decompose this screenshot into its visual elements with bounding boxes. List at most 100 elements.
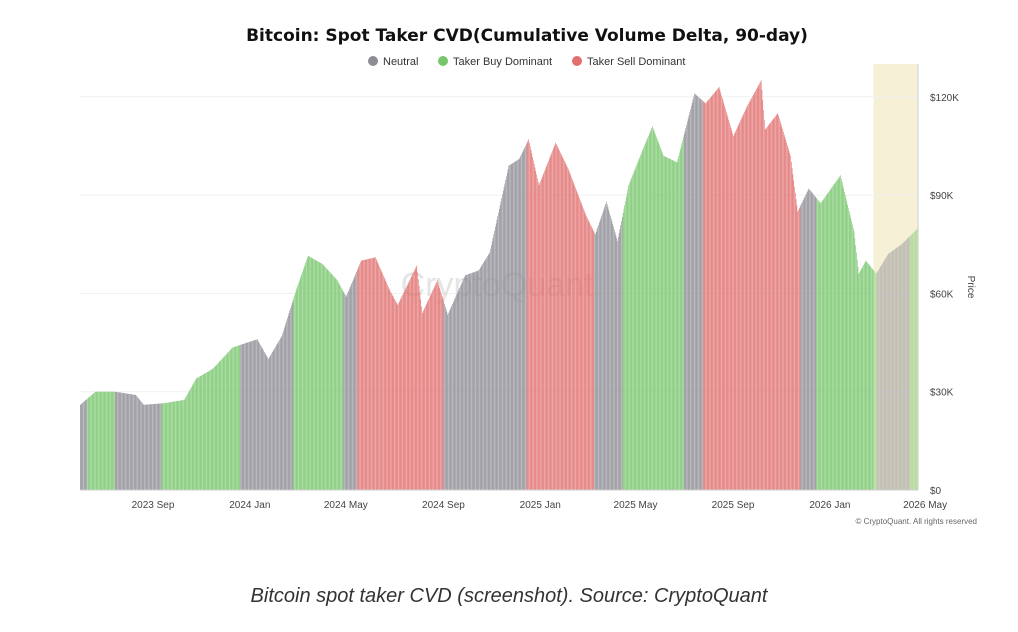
price-bar xyxy=(681,143,683,491)
price-bar xyxy=(768,125,769,490)
price-bar xyxy=(533,160,534,491)
price-bar xyxy=(741,117,743,490)
price-bar xyxy=(475,271,477,490)
price-bar xyxy=(450,307,452,490)
price-bar xyxy=(594,232,595,490)
price-bar xyxy=(740,120,741,490)
price-bar xyxy=(887,254,889,490)
price-bar xyxy=(491,245,492,490)
price-bar xyxy=(314,259,316,490)
price-bar xyxy=(814,196,816,490)
price-bar xyxy=(839,176,841,490)
price-bar xyxy=(259,343,260,490)
price-bar xyxy=(564,160,565,491)
price-bar xyxy=(883,261,884,490)
price-bar xyxy=(692,99,694,490)
price-bar xyxy=(757,86,759,491)
price-bar xyxy=(188,391,190,490)
legend-item-label: Neutral xyxy=(383,56,418,68)
price-bar xyxy=(221,359,222,490)
price-bar xyxy=(828,192,829,490)
price-bar xyxy=(850,218,852,490)
price-bar xyxy=(176,401,178,490)
price-bar xyxy=(105,391,106,490)
price-bar xyxy=(711,95,713,491)
price-bar xyxy=(222,358,223,490)
price-bar xyxy=(459,287,460,490)
price-bar xyxy=(837,178,839,490)
figure-caption: Bitcoin spot taker CVD (screenshot). Sou… xyxy=(250,585,768,607)
price-bar xyxy=(442,298,444,490)
price-bar xyxy=(166,402,168,490)
price-bar xyxy=(583,210,585,490)
price-bar xyxy=(856,252,857,490)
price-bar xyxy=(172,401,174,490)
price-bar xyxy=(637,161,639,490)
price-bar xyxy=(541,177,543,490)
price-bar xyxy=(125,393,126,490)
price-bar xyxy=(356,272,357,490)
price-bar xyxy=(85,399,87,490)
price-bar xyxy=(460,284,462,490)
price-bar xyxy=(393,297,395,490)
price-bar xyxy=(786,142,787,490)
price-bar xyxy=(737,125,739,491)
x-tick-label: 2024 Jan xyxy=(229,500,270,511)
price-bar xyxy=(364,259,365,490)
price-bar xyxy=(376,260,378,490)
price-bar xyxy=(822,199,824,490)
price-bar xyxy=(648,135,649,490)
price-bar xyxy=(343,292,345,490)
price-bar xyxy=(645,141,647,491)
price-bar xyxy=(725,108,726,490)
price-bar xyxy=(156,403,157,490)
price-bar xyxy=(272,350,274,490)
price-bar xyxy=(851,221,852,491)
price-bar xyxy=(204,373,206,490)
price-bar xyxy=(374,257,376,490)
price-bar xyxy=(748,103,749,490)
price-bar xyxy=(669,158,671,490)
price-bar xyxy=(587,219,589,490)
price-bar xyxy=(767,126,768,490)
price-bar xyxy=(202,374,203,490)
price-bar xyxy=(161,403,163,490)
price-bar xyxy=(135,394,137,490)
price-bar xyxy=(268,358,269,490)
price-bar xyxy=(774,117,775,490)
price-bar xyxy=(457,291,459,490)
price-bar xyxy=(772,119,774,491)
price-bar xyxy=(660,149,662,490)
price-bar xyxy=(659,145,660,490)
price-bar xyxy=(458,289,460,490)
price-bar xyxy=(809,189,810,490)
price-bar xyxy=(614,232,616,490)
price-bar xyxy=(608,210,610,490)
price-bar xyxy=(284,325,286,490)
price-bar xyxy=(320,262,322,490)
price-bar xyxy=(329,271,330,490)
price-bar xyxy=(241,344,242,490)
price-bar xyxy=(651,128,652,491)
price-bar xyxy=(597,227,598,490)
price-bar xyxy=(483,261,485,490)
price-bar xyxy=(799,206,801,491)
price-bar xyxy=(502,194,503,491)
price-bar xyxy=(804,196,806,490)
price-bar xyxy=(604,206,606,490)
price-bar xyxy=(151,404,153,490)
price-bar xyxy=(602,213,603,490)
price-bar xyxy=(119,392,121,490)
price-bar xyxy=(241,344,243,490)
price-bar xyxy=(618,233,620,490)
price-bar xyxy=(191,387,192,490)
price-bar xyxy=(351,283,352,490)
price-bar xyxy=(802,201,803,490)
price-bar xyxy=(777,113,779,491)
price-bar xyxy=(263,350,264,490)
price-bar xyxy=(852,224,853,490)
price-bar xyxy=(875,272,876,490)
price-bar xyxy=(533,164,535,490)
copyright-text: © CryptoQuant. All rights reserved xyxy=(856,517,978,526)
price-bar xyxy=(107,391,109,490)
